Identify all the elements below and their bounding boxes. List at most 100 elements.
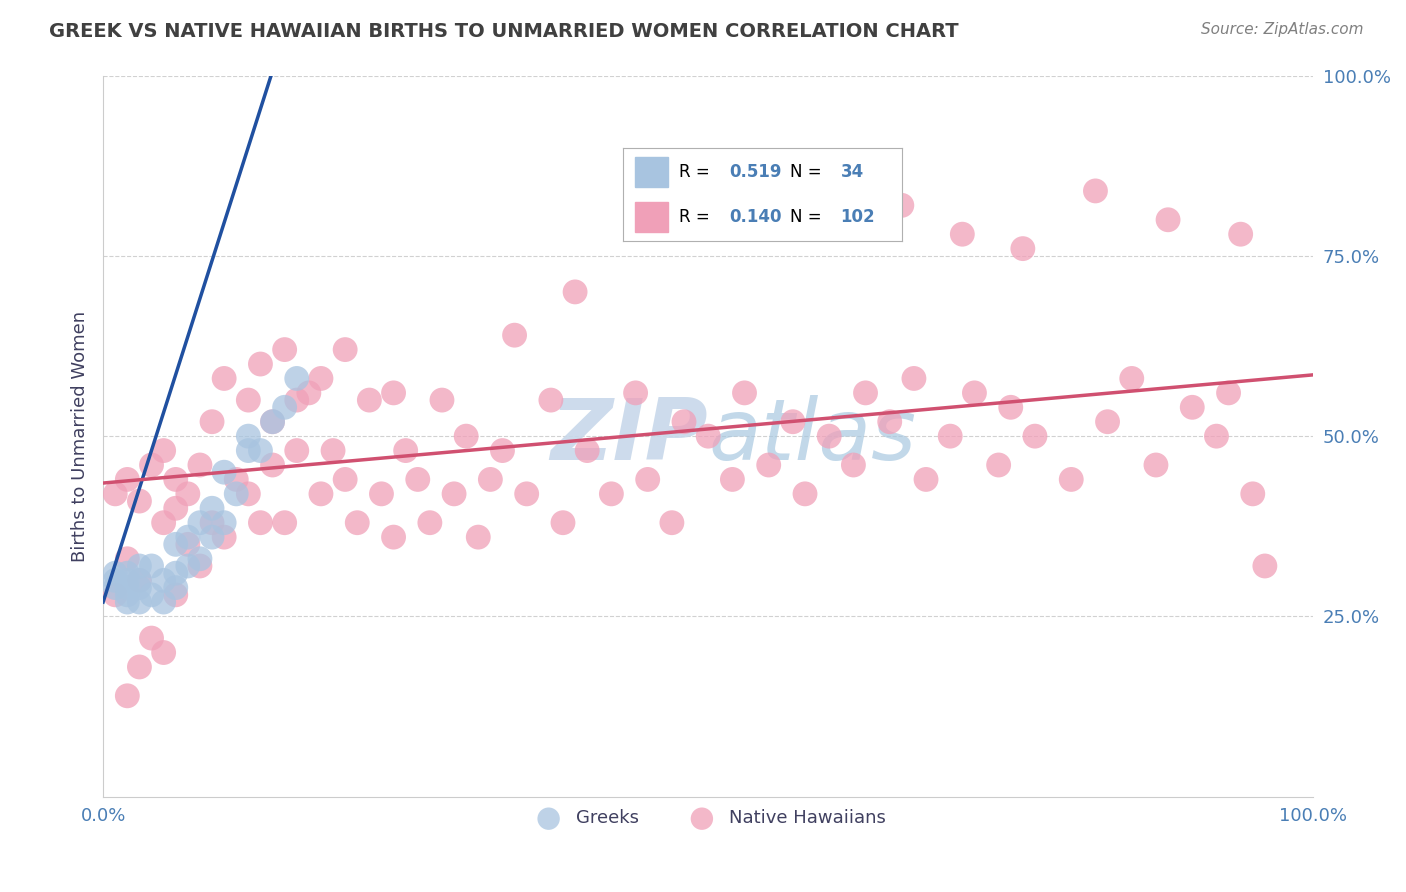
- Point: [212, 516, 235, 530]
- Point: [165, 588, 187, 602]
- Point: [128, 574, 150, 588]
- Point: [141, 588, 163, 602]
- Point: [915, 472, 938, 486]
- Point: [212, 530, 235, 544]
- Point: [249, 357, 271, 371]
- Point: [273, 401, 295, 415]
- Point: [346, 516, 368, 530]
- Point: [734, 385, 756, 400]
- Point: [104, 566, 127, 581]
- Point: [165, 537, 187, 551]
- Point: [225, 487, 247, 501]
- Point: [950, 227, 973, 242]
- Point: [661, 516, 683, 530]
- Point: [188, 551, 211, 566]
- Point: [430, 393, 453, 408]
- Point: [262, 415, 284, 429]
- Point: [273, 516, 295, 530]
- Point: [212, 465, 235, 479]
- Point: [830, 169, 852, 184]
- Point: [758, 458, 780, 472]
- Point: [697, 429, 720, 443]
- Point: [128, 581, 150, 595]
- Point: [1157, 212, 1180, 227]
- Point: [419, 516, 441, 530]
- Point: [516, 487, 538, 501]
- Point: [238, 429, 260, 443]
- Text: atlas: atlas: [709, 394, 917, 477]
- Point: [104, 574, 127, 588]
- Point: [201, 516, 224, 530]
- Text: ZIP: ZIP: [551, 394, 709, 477]
- Point: [503, 328, 526, 343]
- Point: [128, 494, 150, 508]
- Point: [238, 393, 260, 408]
- Point: [152, 574, 174, 588]
- Point: [309, 487, 332, 501]
- Point: [576, 443, 599, 458]
- Point: [467, 530, 489, 544]
- Point: [117, 689, 139, 703]
- Point: [238, 487, 260, 501]
- Point: [117, 566, 139, 581]
- Point: [672, 415, 695, 429]
- Point: [370, 487, 392, 501]
- Point: [600, 487, 623, 501]
- Point: [285, 443, 308, 458]
- Point: [141, 458, 163, 472]
- Point: [177, 487, 200, 501]
- Point: [201, 530, 224, 544]
- Point: [1024, 429, 1046, 443]
- Point: [987, 458, 1010, 472]
- Point: [177, 537, 200, 551]
- Point: [117, 472, 139, 486]
- Point: [188, 458, 211, 472]
- Point: [648, 212, 671, 227]
- Point: [709, 198, 731, 212]
- Point: [564, 285, 586, 299]
- Point: [842, 458, 865, 472]
- Y-axis label: Births to Unmarried Women: Births to Unmarried Women: [72, 310, 89, 562]
- Point: [309, 371, 332, 385]
- Point: [128, 559, 150, 574]
- Point: [1241, 487, 1264, 501]
- Point: [177, 530, 200, 544]
- Point: [117, 551, 139, 566]
- Point: [1084, 184, 1107, 198]
- Point: [540, 393, 562, 408]
- Point: [262, 458, 284, 472]
- Point: [262, 415, 284, 429]
- Point: [1144, 458, 1167, 472]
- Point: [456, 429, 478, 443]
- Point: [141, 559, 163, 574]
- Point: [298, 385, 321, 400]
- Point: [551, 516, 574, 530]
- Point: [104, 588, 127, 602]
- Point: [443, 487, 465, 501]
- Text: GREEK VS NATIVE HAWAIIAN BIRTHS TO UNMARRIED WOMEN CORRELATION CHART: GREEK VS NATIVE HAWAIIAN BIRTHS TO UNMAR…: [49, 22, 959, 41]
- Point: [855, 385, 877, 400]
- Point: [382, 385, 405, 400]
- Point: [117, 574, 139, 588]
- Point: [249, 443, 271, 458]
- Point: [890, 198, 912, 212]
- Point: [177, 559, 200, 574]
- Point: [782, 415, 804, 429]
- Point: [165, 581, 187, 595]
- Point: [285, 393, 308, 408]
- Point: [1060, 472, 1083, 486]
- Point: [794, 487, 817, 501]
- Point: [225, 472, 247, 486]
- Point: [104, 487, 127, 501]
- Point: [322, 443, 344, 458]
- Point: [818, 429, 841, 443]
- Point: [104, 581, 127, 595]
- Point: [188, 516, 211, 530]
- Point: [273, 343, 295, 357]
- Point: [382, 530, 405, 544]
- Point: [637, 472, 659, 486]
- Point: [152, 646, 174, 660]
- Point: [939, 429, 962, 443]
- Point: [238, 443, 260, 458]
- Legend: Greeks, Native Hawaiians: Greeks, Native Hawaiians: [523, 802, 893, 835]
